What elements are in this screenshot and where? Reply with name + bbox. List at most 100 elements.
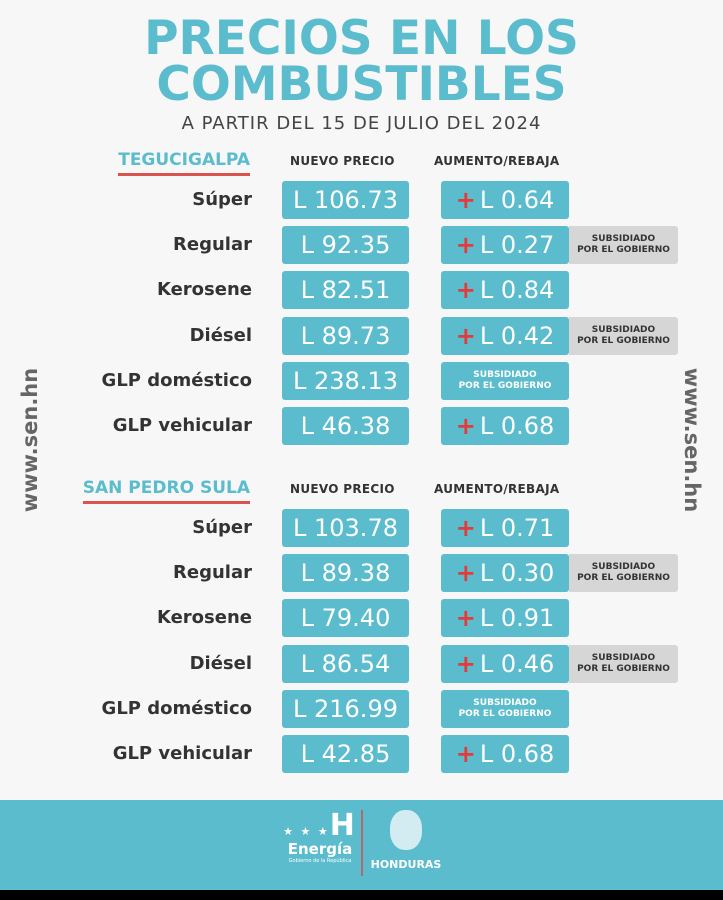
plus-icon: + — [455, 276, 476, 305]
subsidy-line-1: SUBSIDIADO — [591, 562, 656, 573]
city-heading: TEGUCIGALPA — [118, 150, 250, 176]
change-box: + L 0.71 — [441, 509, 569, 547]
change-value: L 0.68 — [479, 412, 555, 440]
table-row: GLP doméstico L 216.99 SUBSIDIADO POR EL GO… — [0, 689, 723, 728]
table-row: GLP doméstico L 238.13 SUBSIDIADO POR EL GO… — [0, 361, 723, 400]
subsidy-box: SUBSIDIADO POR EL GOBIERNO — [441, 361, 569, 400]
price-box: L 42.85 — [282, 735, 409, 773]
price-box: L 216.99 — [282, 689, 409, 728]
price-box: L 79.40 — [282, 599, 409, 638]
title-line-1: PRECIOS EN LOS — [144, 11, 579, 66]
price-box: L 82.51 — [282, 271, 409, 310]
change-value: L 0.71 — [479, 514, 555, 542]
fuel-label: Súper — [192, 517, 252, 538]
price-box: L 89.73 — [282, 316, 409, 355]
fuel-label: Súper — [192, 189, 252, 210]
table-row: Súper L 103.78 + L 0.71 — [0, 509, 723, 547]
change-box: + L 0.91 — [441, 599, 569, 638]
column-header-change: AUMENTO/REBAJA — [434, 154, 560, 168]
subsidy-line-1: SUBSIDIADO — [591, 652, 656, 663]
change-value: L 0.30 — [479, 559, 555, 588]
plus-icon: + — [455, 412, 476, 440]
change-value: L 0.27 — [479, 231, 555, 260]
table-row: Regular L 89.38 + L 0.30 SUBSIDIADO POR EL GO… — [0, 554, 723, 593]
fuel-label: GLP vehicular — [112, 415, 252, 436]
change-box: + L 0.42 — [441, 316, 569, 355]
column-header-price: NUEVO PRECIO — [290, 482, 395, 496]
subsidy-tag: SUBSIDIADO POR EL GOBIERNO — [569, 554, 678, 593]
price-box: L 238.13 — [282, 361, 409, 400]
subsidy-line-2: POR EL GOBIERNO — [577, 245, 670, 256]
plus-icon: + — [455, 559, 476, 588]
subsidy-line-2: POR EL GOBIERNO — [577, 663, 670, 674]
change-box: + L 0.46 — [441, 644, 569, 683]
change-box: + L 0.84 — [441, 271, 569, 310]
column-header-change: AUMENTO/REBAJA — [434, 482, 560, 496]
change-box: + L 0.30 — [441, 554, 569, 593]
subsidy-tag: SUBSIDIADO POR EL GOBIERNO — [569, 644, 678, 683]
table-row: Diésel L 86.54 + L 0.46 SUBSIDIADO POR EL GOB… — [0, 644, 723, 683]
coat-of-arms-icon — [390, 810, 422, 850]
plus-icon: + — [455, 514, 476, 542]
price-box: L 92.35 — [282, 226, 409, 265]
plus-icon: + — [455, 649, 476, 678]
price-box: L 46.38 — [282, 407, 409, 445]
subsidy-line-2: POR EL GOBIERNO — [458, 708, 552, 719]
honduras-logo: HONDURAS — [368, 810, 444, 871]
table-row: Kerosene L 82.51 + L 0.84 — [0, 271, 723, 310]
fuel-label: Kerosene — [156, 279, 252, 301]
subsidy-line-2: POR EL GOBIERNO — [577, 573, 670, 584]
fuel-label: Regular — [173, 234, 252, 256]
stars-icon: ★ ★ ★H — [283, 808, 357, 843]
city-heading: SAN PEDRO SULA — [82, 478, 250, 504]
subsidy-line-2: POR EL GOBIERNO — [577, 335, 670, 346]
change-value: L 0.46 — [479, 649, 555, 678]
honduras-label: HONDURAS — [370, 858, 442, 871]
fuel-label: Kerosene — [156, 607, 252, 629]
table-row: GLP vehicular L 46.38 + L 0.68 — [0, 407, 723, 445]
price-box: L 106.73 — [282, 181, 409, 219]
subsidy-tag: SUBSIDIADO POR EL GOBIERNO — [569, 226, 678, 265]
fuel-label: GLP vehicular — [112, 743, 252, 764]
table-row: GLP vehicular L 42.85 + L 0.68 — [0, 735, 723, 773]
title-line-2: COMBUSTIBLES — [156, 57, 567, 112]
price-box: L 86.54 — [282, 644, 409, 683]
change-box: + L 0.64 — [441, 181, 569, 219]
plus-icon: + — [455, 321, 476, 350]
energia-label: Energía — [287, 840, 353, 858]
change-box: + L 0.27 — [441, 226, 569, 265]
change-value: L 0.64 — [479, 186, 555, 214]
subtitle: A PARTIR DEL 15 DE JULIO DEL 2024 — [181, 113, 542, 134]
subsidy-line-1: SUBSIDIADO — [591, 234, 656, 245]
change-value: L 0.91 — [479, 604, 555, 633]
bottom-strip — [0, 890, 723, 900]
change-value: L 0.68 — [479, 740, 555, 768]
plus-icon: + — [455, 604, 476, 633]
energia-logo: ★ ★ ★H Energía Gobierno de la República — [280, 808, 360, 865]
change-box: + L 0.68 — [441, 407, 569, 445]
change-value: L 0.84 — [479, 276, 555, 305]
subsidy-line-1: SUBSIDIADO — [473, 697, 537, 708]
table-row: Regular L 92.35 + L 0.27 SUBSIDIADO POR EL GO… — [0, 226, 723, 265]
fuel-label: GLP doméstico — [101, 697, 252, 719]
table-row: Kerosene L 79.40 + L 0.91 — [0, 599, 723, 638]
price-box: L 103.78 — [282, 509, 409, 547]
plus-icon: + — [455, 740, 476, 768]
subsidy-tag: SUBSIDIADO POR EL GOBIERNO — [569, 316, 678, 355]
subsidy-box: SUBSIDIADO POR EL GOBIERNO — [441, 689, 569, 728]
column-header-price: NUEVO PRECIO — [290, 154, 395, 168]
plus-icon: + — [455, 231, 476, 260]
subsidy-line-1: SUBSIDIADO — [473, 369, 537, 380]
table-row: Diésel L 89.73 + L 0.42 SUBSIDIADO POR EL GOB… — [0, 316, 723, 355]
subsidy-line-2: POR EL GOBIERNO — [458, 380, 552, 391]
fuel-label: GLP doméstico — [101, 369, 252, 391]
plus-icon: + — [455, 186, 476, 214]
subsidy-line-1: SUBSIDIADO — [591, 324, 656, 335]
footer-divider — [361, 810, 363, 876]
table-row: Súper L 106.73 + L 0.64 — [0, 181, 723, 219]
fuel-label: Regular — [173, 562, 252, 584]
change-value: L 0.42 — [479, 321, 555, 350]
price-box: L 89.38 — [282, 554, 409, 593]
energia-sub: Gobierno de la República — [288, 858, 352, 864]
fuel-label: Diésel — [189, 652, 252, 674]
